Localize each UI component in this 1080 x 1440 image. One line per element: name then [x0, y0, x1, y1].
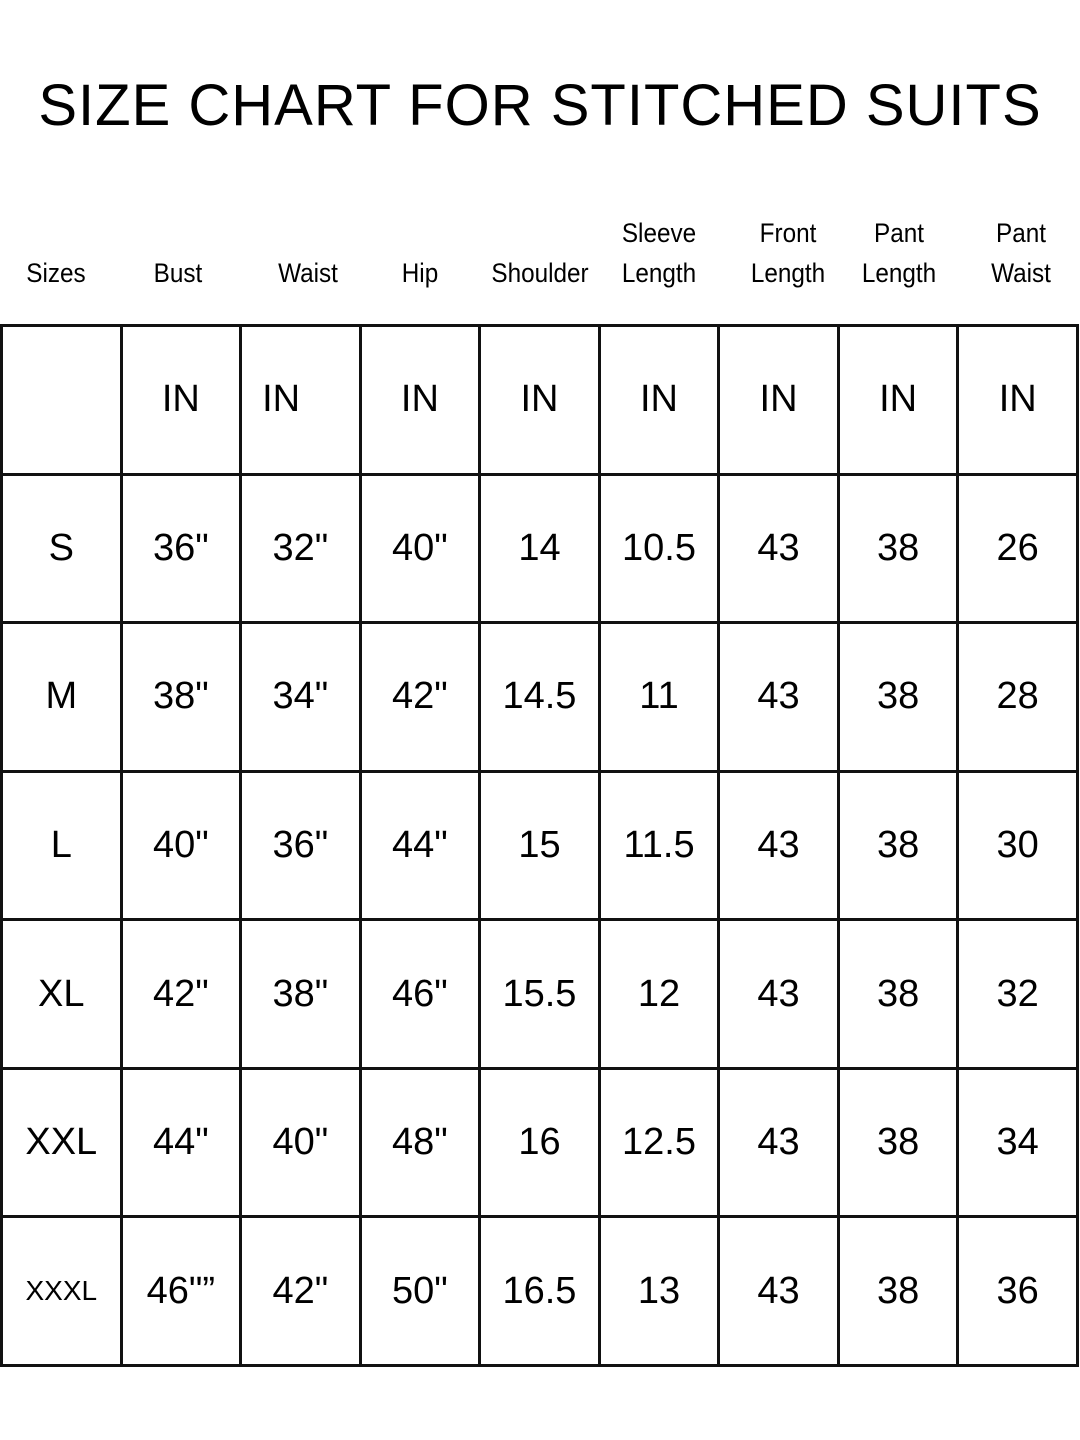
column-header: Sleeve Length: [621, 218, 697, 288]
value-cell: 44": [119, 1066, 243, 1219]
value-cell: 42": [358, 621, 482, 773]
column-headers: Sizes Bust Waist Hip Shoulder Sleeve Length Fr…: [0, 215, 1080, 315]
value-cell: 15.5: [478, 918, 601, 1070]
column-header: Waist: [278, 258, 338, 288]
value-cell: 14.5: [478, 621, 601, 773]
table-row: XXXL 46"” 42" 50" 16.5 13 43 38 36: [0, 1215, 1079, 1367]
value-cell: 46": [358, 918, 482, 1070]
value-cell: IN: [597, 324, 721, 476]
size-cell: S: [0, 472, 123, 625]
value-cell: 38": [119, 621, 243, 773]
value-cell: 30: [956, 769, 1079, 922]
value-cell: IN: [239, 324, 362, 476]
value-cell: 38: [836, 769, 960, 922]
value-cell: 11: [597, 621, 721, 773]
value-cell: 50": [358, 1215, 482, 1367]
column-header: Bust: [153, 258, 203, 288]
table-row: L 40" 36" 44" 15 11.5 43 38 30: [0, 769, 1079, 922]
size-table: IN IN IN IN IN IN IN IN S 36" 32" 40" 14 10.5 43 38 26 M 3…: [0, 324, 1079, 1367]
value-cell: 36: [956, 1215, 1079, 1367]
value-cell: 12: [597, 918, 721, 1070]
value-cell: 26: [956, 472, 1079, 625]
value-cell: 32: [956, 918, 1079, 1070]
column-header: Pant Waist: [991, 218, 1051, 288]
column-header: Sizes: [26, 258, 86, 288]
value-cell: 38": [239, 918, 362, 1070]
value-cell: IN: [956, 324, 1079, 476]
value-cell: IN: [717, 324, 840, 476]
value-cell: 42": [239, 1215, 362, 1367]
value-cell: 40": [239, 1066, 362, 1219]
value-cell: 15: [478, 769, 601, 922]
size-cell: XXL: [0, 1066, 123, 1219]
page-title: SIZE CHART FOR STITCHED SUITS: [38, 73, 1042, 138]
value-cell: 48": [358, 1066, 482, 1219]
column-header: Shoulder: [491, 258, 589, 288]
value-cell: 43: [717, 1066, 840, 1219]
value-cell: 46"”: [119, 1215, 243, 1367]
value-cell: 38: [836, 1215, 960, 1367]
value-cell: 43: [717, 472, 840, 625]
value-cell: 13: [597, 1215, 721, 1367]
value-cell: 16: [478, 1066, 601, 1219]
value-cell: 34": [239, 621, 362, 773]
value-cell: 12.5: [597, 1066, 721, 1219]
column-header: Pant Length: [861, 218, 937, 288]
value-cell: 43: [717, 769, 840, 922]
value-cell: 40": [358, 472, 482, 625]
table-row: S 36" 32" 40" 14 10.5 43 38 26: [0, 472, 1079, 625]
value-cell: 38: [836, 918, 960, 1070]
value-cell: 14: [478, 472, 601, 625]
size-cell: L: [0, 769, 123, 922]
value-cell: 38: [836, 472, 960, 625]
value-cell: IN: [836, 324, 960, 476]
size-cell: XXXL: [0, 1215, 123, 1367]
value-cell: 43: [717, 918, 840, 1070]
value-cell: 16.5: [478, 1215, 601, 1367]
value-cell: 36": [239, 769, 362, 922]
value-cell: 34: [956, 1066, 1079, 1219]
value-cell: 38: [836, 621, 960, 773]
size-cell: XL: [0, 918, 123, 1070]
table-row: XL 42" 38" 46" 15.5 12 43 38 32: [0, 918, 1079, 1070]
value-cell: 43: [717, 621, 840, 773]
column-header: Hip: [401, 258, 439, 288]
value-cell: IN: [119, 324, 243, 476]
value-cell: 38: [836, 1066, 960, 1219]
value-cell: IN: [358, 324, 482, 476]
value-cell: 10.5: [597, 472, 721, 625]
size-cell: M: [0, 621, 123, 773]
table-row: XXL 44" 40" 48" 16 12.5 43 38 34: [0, 1066, 1079, 1219]
value-cell: 43: [717, 1215, 840, 1367]
table-row: M 38" 34" 42" 14.5 11 43 38 28: [0, 621, 1079, 773]
value-cell: IN: [478, 324, 601, 476]
value-cell: 42": [119, 918, 243, 1070]
column-header: Front Length: [750, 218, 826, 288]
value-cell: 40": [119, 769, 243, 922]
value-cell: 32": [239, 472, 362, 625]
size-cell: [0, 324, 123, 476]
value-cell: 44": [358, 769, 482, 922]
value-cell: 11.5: [597, 769, 721, 922]
value-cell: 36": [119, 472, 243, 625]
value-cell: 28: [956, 621, 1079, 773]
unit-row: IN IN IN IN IN IN IN IN: [0, 324, 1079, 476]
